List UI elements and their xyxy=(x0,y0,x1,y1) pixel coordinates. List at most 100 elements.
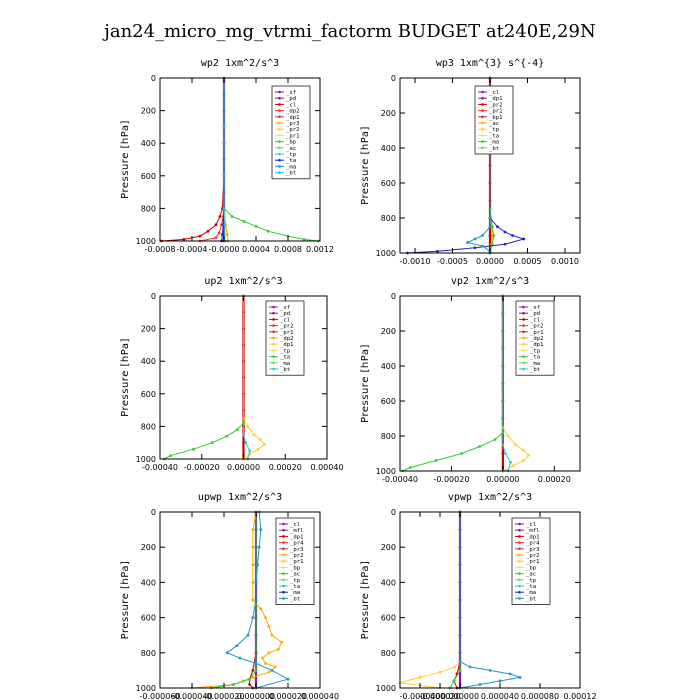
data-point xyxy=(481,234,484,237)
x-tick-label: -0.000020 xyxy=(203,692,244,700)
x-tick-label: 0.0008 xyxy=(274,245,302,254)
x-tick-label: 0.00000 xyxy=(486,475,519,484)
x-tick-label: 0.000040 xyxy=(301,692,339,700)
y-tick-label: 1000 xyxy=(376,467,396,476)
data-point xyxy=(277,647,280,651)
legend-marker xyxy=(522,305,525,309)
data-point xyxy=(248,449,252,453)
panel-6: vpwp 1xm^2/s^3 Pressure [hPa] 0 200 400 600 80… xyxy=(360,492,597,700)
legend-marker xyxy=(278,103,281,106)
series-bt xyxy=(222,76,227,243)
data-point xyxy=(522,237,526,241)
data-point xyxy=(496,225,499,229)
x-tick-label: 0.00040 xyxy=(310,463,343,472)
legend-label: _cl xyxy=(280,317,290,323)
legend-marker xyxy=(278,152,281,156)
data-point xyxy=(511,234,514,237)
legend-label: _ta xyxy=(290,584,300,590)
series-line xyxy=(161,78,225,242)
series-line xyxy=(459,512,522,689)
legend-label: _bt xyxy=(489,146,499,152)
data-point xyxy=(511,464,515,468)
x-tick-label: 0.00000 xyxy=(227,463,260,472)
data-point xyxy=(503,242,507,246)
legend-label: _bp xyxy=(526,565,537,571)
y-tick-label: 1000 xyxy=(136,237,156,246)
legend-marker xyxy=(282,590,285,594)
legend-label: _ma xyxy=(489,140,499,146)
legend-marker xyxy=(518,572,521,575)
legend-label: _pr2 xyxy=(286,127,299,133)
legend-label: _dp1 xyxy=(290,534,303,540)
data-point xyxy=(252,433,256,436)
legend-marker xyxy=(481,134,484,137)
data-point xyxy=(244,441,247,445)
y-tick-label: 200 xyxy=(141,543,156,552)
data-point xyxy=(488,216,492,220)
data-point xyxy=(490,225,494,229)
legend-marker xyxy=(272,349,275,352)
data-point xyxy=(254,224,258,228)
data-point xyxy=(214,223,218,227)
data-point xyxy=(514,443,518,447)
plot-frame xyxy=(159,77,321,242)
legend-label: _ma xyxy=(290,590,300,596)
legend-label: _pr1 xyxy=(530,330,543,336)
x-tick-label: 0.000020 xyxy=(269,692,307,700)
y-tick-label: 400 xyxy=(141,357,156,366)
legend-marker xyxy=(278,90,281,94)
legend-label: _dp1 xyxy=(280,342,293,348)
data-point xyxy=(280,640,283,644)
legend-label: _pr2 xyxy=(489,102,502,108)
legend-label: _tp xyxy=(526,578,537,584)
data-point xyxy=(251,598,255,602)
y-axis-label: Pressure [hPa] xyxy=(120,338,131,417)
series-line xyxy=(402,296,504,472)
series-line xyxy=(399,512,461,689)
data-point xyxy=(261,656,264,660)
data-point xyxy=(198,234,202,238)
legend-label: _ac xyxy=(286,146,296,152)
panel-2: wp3 1xm^{3} s^{-4} Pressure [hPa] 0 200 400 6… xyxy=(360,58,581,266)
legend-marker xyxy=(481,115,484,119)
data-point xyxy=(466,241,469,244)
legend-marker xyxy=(518,522,521,526)
x-tick-label: 0.0012 xyxy=(306,245,334,254)
legend-marker xyxy=(272,330,275,334)
legend-label: _ac xyxy=(526,572,536,578)
data-point xyxy=(458,660,462,663)
data-point xyxy=(504,452,507,455)
y-axis-label: Pressure [hPa] xyxy=(360,344,371,423)
data-point xyxy=(503,230,507,234)
legend-marker xyxy=(481,127,484,131)
data-point xyxy=(225,651,229,655)
legend-marker xyxy=(278,115,281,119)
legend-label: _cl xyxy=(290,522,300,528)
data-point xyxy=(262,442,266,446)
series-cl xyxy=(198,76,226,243)
data-point xyxy=(273,665,277,669)
legend-label: _dp2 xyxy=(530,336,543,342)
data-point xyxy=(267,625,271,628)
legend-label: _pr2 xyxy=(290,553,303,559)
x-tick-label: -0.00020 xyxy=(433,475,469,484)
legend: _cl_mfl_dp1_pr4_pr3_pr2_pr1_bp_ac_tp_ta_… xyxy=(275,517,315,605)
data-point xyxy=(225,233,229,236)
legend-label: _ma xyxy=(286,164,296,170)
data-point xyxy=(522,448,525,452)
legend-label: _pr4 xyxy=(526,541,540,547)
data-point xyxy=(267,651,271,655)
legend-label: _sf xyxy=(530,305,540,311)
data-point xyxy=(418,676,422,679)
legend-marker xyxy=(522,330,525,334)
legend-label: _ac xyxy=(290,572,300,578)
legend-label: _pr1 xyxy=(280,330,293,336)
series-line xyxy=(223,78,226,241)
data-point xyxy=(242,220,246,223)
x-tick-label: 0.000000 xyxy=(441,692,479,700)
y-tick-label: 0 xyxy=(151,292,156,301)
y-tick-label: 0 xyxy=(151,74,156,83)
legend-label: _pr4 xyxy=(290,541,304,547)
legend-label: _pd xyxy=(280,311,290,317)
legend-label: _mfl xyxy=(290,528,303,534)
